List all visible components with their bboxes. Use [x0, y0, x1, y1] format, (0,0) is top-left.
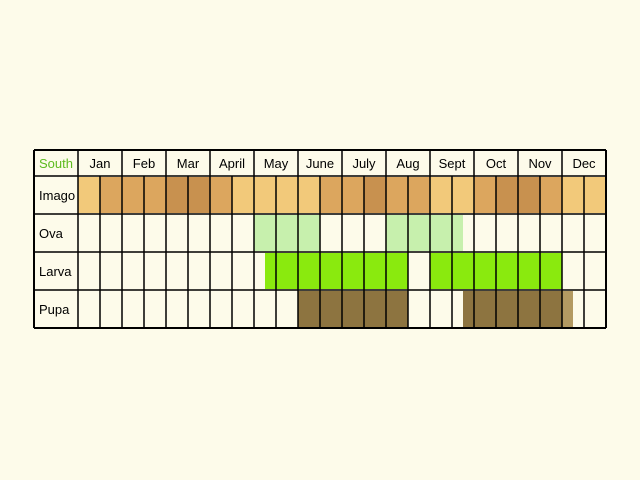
bar-imago-4	[210, 177, 232, 213]
stage-label-ova: Ova	[39, 226, 64, 241]
month-label-june: June	[306, 156, 334, 171]
month-label-jan: Jan	[90, 156, 111, 171]
month-label-sept: Sept	[439, 156, 466, 171]
bar-imago-1	[100, 177, 122, 213]
bar-ova-0	[254, 215, 320, 251]
bar-imago-6	[243, 177, 298, 213]
month-label-may: May	[264, 156, 289, 171]
bar-ova-1	[386, 215, 463, 251]
bar-imago-7	[298, 177, 320, 213]
month-label-oct: Oct	[486, 156, 507, 171]
month-label-dec: Dec	[572, 156, 596, 171]
stage-label-pupa: Pupa	[39, 302, 70, 317]
stage-label-imago: Imago	[39, 188, 75, 203]
bar-larva-0	[265, 253, 408, 289]
bar-pupa-2	[562, 291, 573, 327]
bar-imago-0	[78, 177, 100, 213]
bar-imago-14	[474, 177, 496, 213]
stage-label-larva: Larva	[39, 264, 72, 279]
month-label-nov: Nov	[528, 156, 552, 171]
month-label-feb: Feb	[133, 156, 155, 171]
bar-imago-12	[408, 177, 430, 213]
month-label-april: April	[219, 156, 245, 171]
bar-pupa-1	[463, 291, 562, 327]
bar-imago-9	[342, 177, 364, 213]
month-label-aug: Aug	[396, 156, 419, 171]
bar-imago-17	[540, 177, 562, 213]
region-label: South	[39, 156, 73, 171]
bar-imago-8	[320, 177, 342, 213]
bar-pupa-0	[298, 291, 408, 327]
bar-imago-11	[386, 177, 408, 213]
month-label-mar: Mar	[177, 156, 200, 171]
bar-imago-10	[364, 177, 386, 213]
bar-imago-16	[518, 177, 540, 213]
month-label-july: July	[352, 156, 376, 171]
bar-imago-15	[496, 177, 518, 213]
bar-imago-5	[232, 177, 243, 213]
